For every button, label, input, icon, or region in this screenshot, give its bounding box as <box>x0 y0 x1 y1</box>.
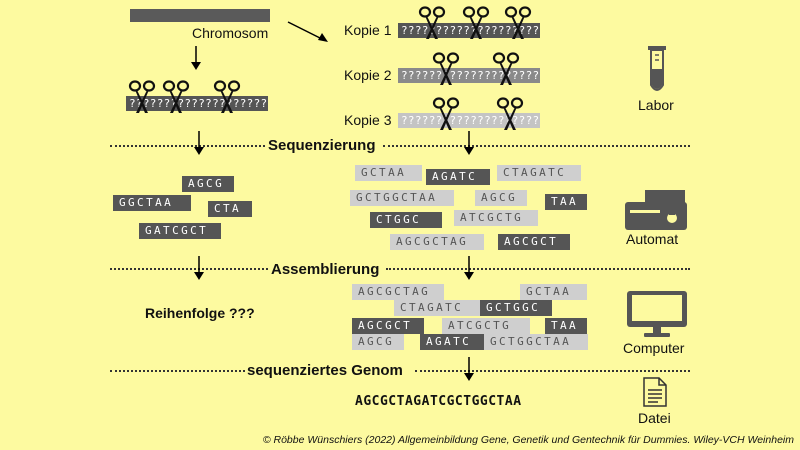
datei-label: Datei <box>638 410 671 426</box>
read-fragment: CTGGC <box>370 212 442 228</box>
read-fragment: CTAGATC <box>497 165 581 181</box>
read-fragment: ATCGCTG <box>454 210 538 226</box>
divider-genom-right <box>415 370 690 372</box>
scissors-icon <box>418 6 446 39</box>
read-fragment: AGATC <box>426 169 490 185</box>
genome-sequence: AGCGCTAGATCGCTGGCTAA <box>355 394 522 409</box>
computer-label: Computer <box>623 340 685 356</box>
scissors-icon <box>162 80 190 113</box>
copy-3-sequence: ????????????????????? <box>398 113 540 128</box>
arrow-to-copies <box>287 21 328 42</box>
assemblierung-label: Assemblierung <box>271 261 380 278</box>
copyright-text: © Röbbe Wünschiers (2022) Allgemeinbildu… <box>262 434 794 446</box>
assembly-read: AGCGCT <box>352 318 424 334</box>
arrow-down-assembly-left <box>194 256 204 280</box>
scissors-icon <box>462 6 490 39</box>
divider-genom-left <box>110 370 245 372</box>
assembly-read: CTAGATC <box>394 300 480 316</box>
read-fragment: AGCGCT <box>498 234 570 250</box>
read-fragment: AGCG <box>475 190 527 206</box>
scissors-icon <box>504 6 532 39</box>
divider-assemblierung-right <box>386 268 690 270</box>
copy-1-label: Kopie 1 <box>344 22 392 38</box>
arrow-down-seq-right <box>464 131 474 155</box>
copy-2-label: Kopie 2 <box>344 67 392 83</box>
divider-sequenzierung-left <box>110 145 265 147</box>
read-fragment: GCTGGCTAA <box>350 190 454 206</box>
read-fragment: GCTAA <box>355 165 422 181</box>
chromosome-bar <box>130 9 270 22</box>
assembly-read: TAA <box>545 318 587 334</box>
computer-icon <box>627 291 687 337</box>
scissors-icon <box>432 52 460 85</box>
reihenfolge-label: Reihenfolge ??? <box>145 305 255 321</box>
assembly-read: GCTGGC <box>480 300 552 316</box>
left-fragment: CTA <box>208 201 252 217</box>
genom-label: sequenziertes Genom <box>247 362 403 379</box>
assembly-read: AGATC <box>420 334 484 350</box>
assembly-read: AGCG <box>352 334 404 350</box>
arrow-down-genom <box>464 357 474 381</box>
labor-label: Labor <box>638 97 674 113</box>
read-fragment: AGCGCTAG <box>390 234 484 250</box>
arrow-down-chromosome <box>191 46 201 70</box>
sequencer-icon <box>625 190 687 230</box>
scissors-icon <box>496 97 524 130</box>
divider-assemblierung-left <box>110 268 268 270</box>
left-fragment: AGCG <box>182 176 234 192</box>
automat-label: Automat <box>626 231 679 247</box>
assembly-read: AGCGCTAG <box>352 284 444 300</box>
copy-3-label: Kopie 3 <box>344 112 392 128</box>
read-fragment: TAA <box>545 194 587 210</box>
scissors-icon <box>432 97 460 130</box>
left-fragment: GGCTAA <box>113 195 191 211</box>
left-fragment: GATCGCT <box>139 223 221 239</box>
file-icon <box>643 377 667 407</box>
arrow-down-assembly-right <box>464 256 474 280</box>
scissors-icon <box>128 80 156 113</box>
sequenzierung-label: Sequenzierung <box>268 137 376 154</box>
scissors-icon <box>213 80 241 113</box>
assembly-read: ATCGCTG <box>442 318 530 334</box>
divider-sequenzierung-right <box>383 145 690 147</box>
assembly-read: GCTGGCTAA <box>484 334 588 350</box>
assembly-read: GCTAA <box>520 284 587 300</box>
test-tube-icon <box>648 46 666 91</box>
scissors-icon <box>492 52 520 85</box>
chromosome-label: Chromosom <box>192 25 269 41</box>
arrow-down-seq-left <box>194 131 204 155</box>
chromosome-cut-sequence: ????????????????????? <box>126 96 268 111</box>
